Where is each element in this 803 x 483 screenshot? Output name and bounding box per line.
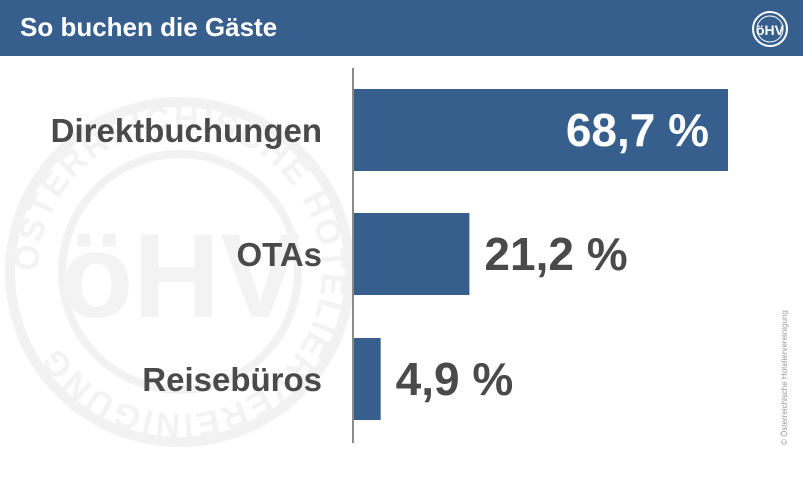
oehv-logo-icon: öHV: [752, 11, 788, 47]
bar-otas: [354, 213, 470, 295]
bar-direktbuchungen: [354, 89, 729, 171]
watermark-seal: ÖSTERREICHISCHE HOTELIERVEREINIGUNG öHV: [5, 97, 355, 447]
svg-text:öHV: öHV: [60, 209, 300, 343]
svg-text:öHV: öHV: [756, 22, 785, 38]
value-label-direktbuchungen: 68,7 %: [566, 104, 709, 156]
value-label-reisebüros: 4,9 %: [396, 353, 514, 405]
category-label-reisebüros: Reisebüros: [142, 361, 322, 398]
copyright-note: © Österreichische Hoteliervereinigung: [780, 310, 789, 445]
category-label-otas: OTAs: [236, 236, 322, 273]
bar-chart: Direktbuchungen 68,7 % OTAs 21,2 % Reisebüro…: [51, 68, 729, 443]
bar-reisebüros: [354, 338, 381, 420]
chart-title: So buchen die Gäste: [20, 12, 278, 42]
header-bar: So buchen die Gäste öHV: [0, 0, 803, 56]
category-label-direktbuchungen: Direktbuchungen: [51, 112, 322, 149]
value-label-otas: 21,2 %: [484, 228, 627, 280]
